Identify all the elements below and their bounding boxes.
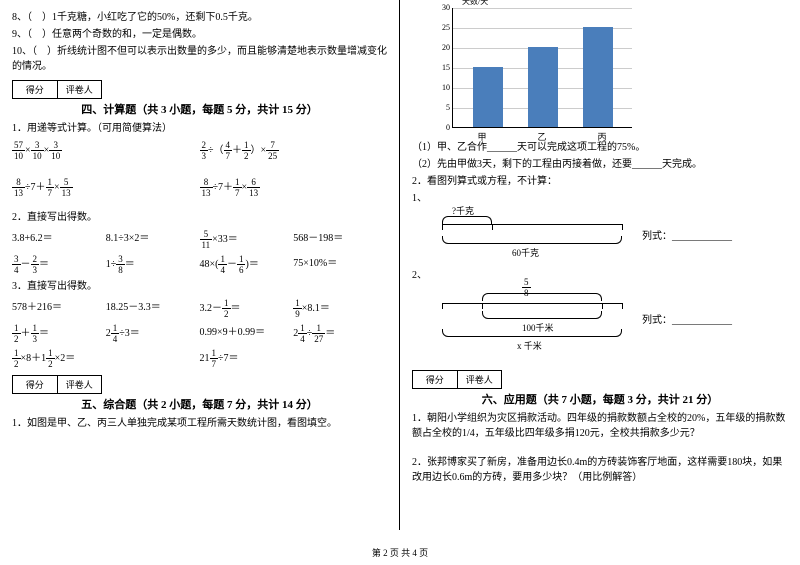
bracket-1-wrap: ?千克 60千克 列式：____________: [412, 208, 788, 260]
c2: 2．看图列算式或方程，不计算：: [412, 174, 788, 189]
section-4-title: 四、计算题（共 3 小题，每题 5 分，共计 15 分）: [12, 101, 387, 117]
chart-ylabel: 天数/天: [462, 0, 488, 7]
q9: 9、（ ）任意两个奇数的和，一定是偶数。: [12, 27, 387, 42]
left-column: 8、（ ）1千克糖，小红吃了它的50%，还剩下0.5千克。 9、（ ）任意两个奇…: [0, 0, 400, 530]
section-5-title: 五、综合题（共 2 小题，每题 7 分，共计 14 分）: [12, 396, 387, 412]
page-footer: 第 2 页 共 4 页: [0, 546, 800, 559]
calc2-label: 2．直接写出得数。: [12, 210, 387, 225]
lieshi-1: 列式：____________: [642, 227, 732, 242]
eq-row-4: 34－23＝ 1÷38＝ 48×(14－16)＝ 75×10%＝: [12, 254, 387, 275]
bracket-2: 58 100千米 x 千米: [442, 291, 642, 346]
eq-row-7: 12×8＋112×2＝ 2117÷7＝: [12, 348, 387, 369]
grader-label: 评卷人: [58, 81, 102, 98]
a2: 2．张邦博家买了新房，准备用边长0.4m的方砖装饰客厅地面，这样需要180块，如…: [412, 455, 788, 485]
right-column: 天数/天 051015202530 甲乙丙 （1）甲、乙合作______天可以完…: [400, 0, 800, 530]
calc3-label: 3．直接写出得数。: [12, 279, 387, 294]
eq-row-5: 578＋216＝18.25－3.3＝ 3.2－12＝ 19×8.1＝: [12, 298, 387, 319]
score-box-4: 得分 评卷人: [12, 80, 102, 99]
z1-text: 1．如图是甲、乙、丙三人单独完成某项工程所需天数统计图，看图填空。: [12, 416, 387, 431]
eq-row-2: 813÷7＋17×513 813÷7＋17×613: [12, 177, 387, 198]
eq-row-6: 12＋13＝ 214÷3＝ 0.99×9＋0.99＝ 214÷127＝: [12, 323, 387, 344]
section-6-title: 六、应用题（共 7 小题，每题 3 分，共计 21 分）: [412, 391, 788, 407]
eq-row-3: 3.8+6.2＝8.1÷3×2＝ 511×33＝ 568－198＝: [12, 229, 387, 250]
q8: 8、（ ）1千克糖，小红吃了它的50%，还剩下0.5千克。: [12, 10, 387, 25]
c1b: （2）先由甲做3天，剩下的工程由丙接着做，还要______天完成。: [412, 157, 788, 172]
n2: 2、: [412, 268, 788, 283]
bracket-2-wrap: 58 100千米 x 千米 列式：____________: [412, 285, 788, 352]
bar-chart: 天数/天 051015202530 甲乙丙: [432, 8, 652, 138]
calc1-label: 1．用递等式计算。（可用简便算法）: [12, 121, 387, 136]
lieshi-2: 列式：____________: [642, 311, 732, 326]
q10: 10、（ ）折线统计图不但可以表示出数量的多少，而且能够清楚地表示数量增减变化的…: [12, 44, 387, 74]
bracket-1: ?千克 60千克: [442, 214, 642, 254]
score-box-6: 得分 评卷人: [412, 370, 502, 389]
score-box-5: 得分 评卷人: [12, 375, 102, 394]
eq-row-1: 5710×310×310 23÷（47＋12）×725: [12, 140, 387, 161]
score-label: 得分: [13, 81, 58, 98]
a1: 1．朝阳小学组织为灾区捐款活动。四年级的捐款数额占全校的20%，五年级的捐款数额…: [412, 411, 788, 441]
